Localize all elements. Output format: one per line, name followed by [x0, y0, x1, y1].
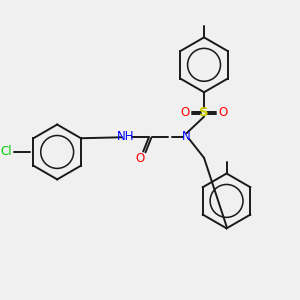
- Text: O: O: [136, 152, 145, 165]
- Text: S: S: [199, 106, 209, 119]
- Text: Cl: Cl: [1, 146, 12, 158]
- Text: NH: NH: [117, 130, 134, 143]
- Text: O: O: [218, 106, 227, 119]
- Text: O: O: [181, 106, 190, 119]
- Text: N: N: [182, 130, 191, 143]
